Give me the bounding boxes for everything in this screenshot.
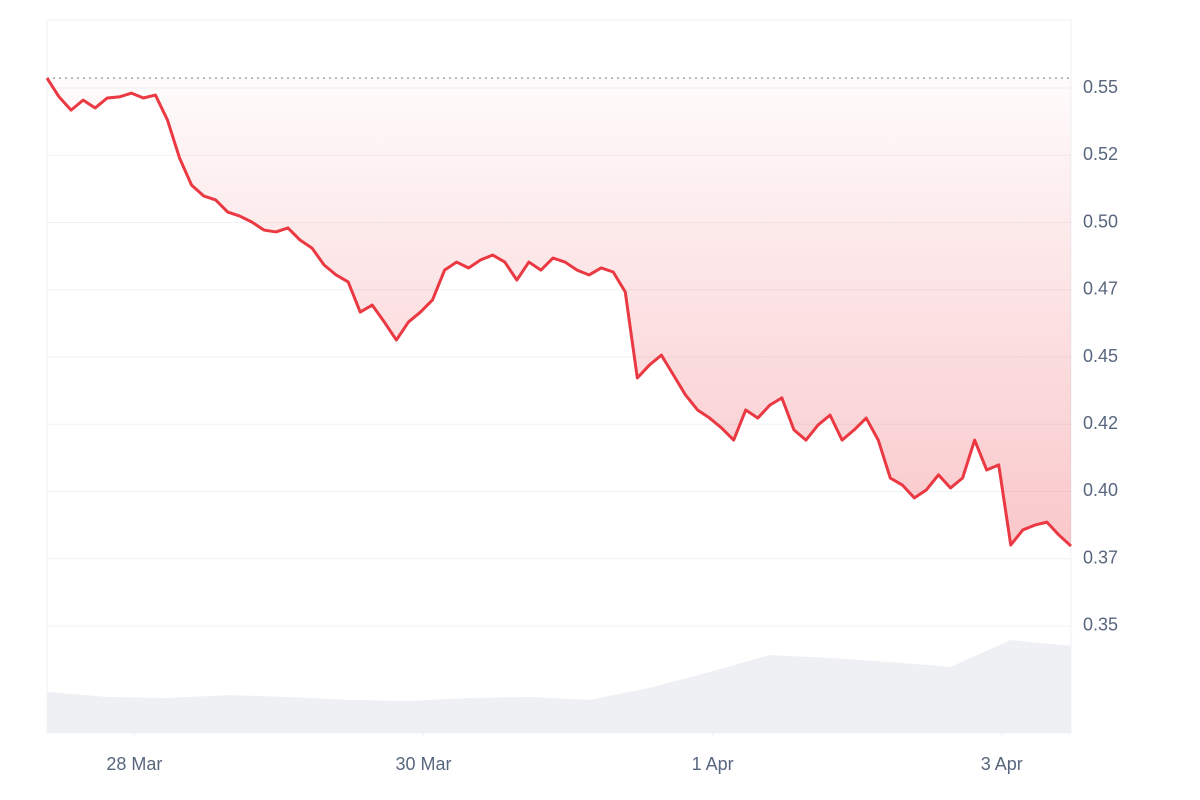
x-tick-label: 30 Mar: [395, 754, 451, 774]
price-line: [45, 77, 1073, 548]
x-tick-label: 1 Apr: [692, 754, 734, 774]
y-tick-label: 0.42: [1083, 413, 1118, 433]
y-tick-label: 0.35: [1083, 615, 1118, 635]
y-tick-label: 0.47: [1083, 279, 1118, 299]
loss-area: [47, 78, 1071, 547]
x-tick-label: 3 Apr: [981, 754, 1023, 774]
y-tick-label: 0.50: [1083, 211, 1118, 231]
y-tick-label: 0.40: [1083, 480, 1118, 500]
x-tick-label: 28 Mar: [106, 754, 162, 774]
volume-area: [47, 639, 1071, 733]
y-tick-label: 0.52: [1083, 144, 1118, 164]
y-tick-label: 0.55: [1083, 77, 1118, 97]
y-tick-label: 0.45: [1083, 346, 1118, 366]
y-tick-label: 0.37: [1083, 547, 1118, 567]
